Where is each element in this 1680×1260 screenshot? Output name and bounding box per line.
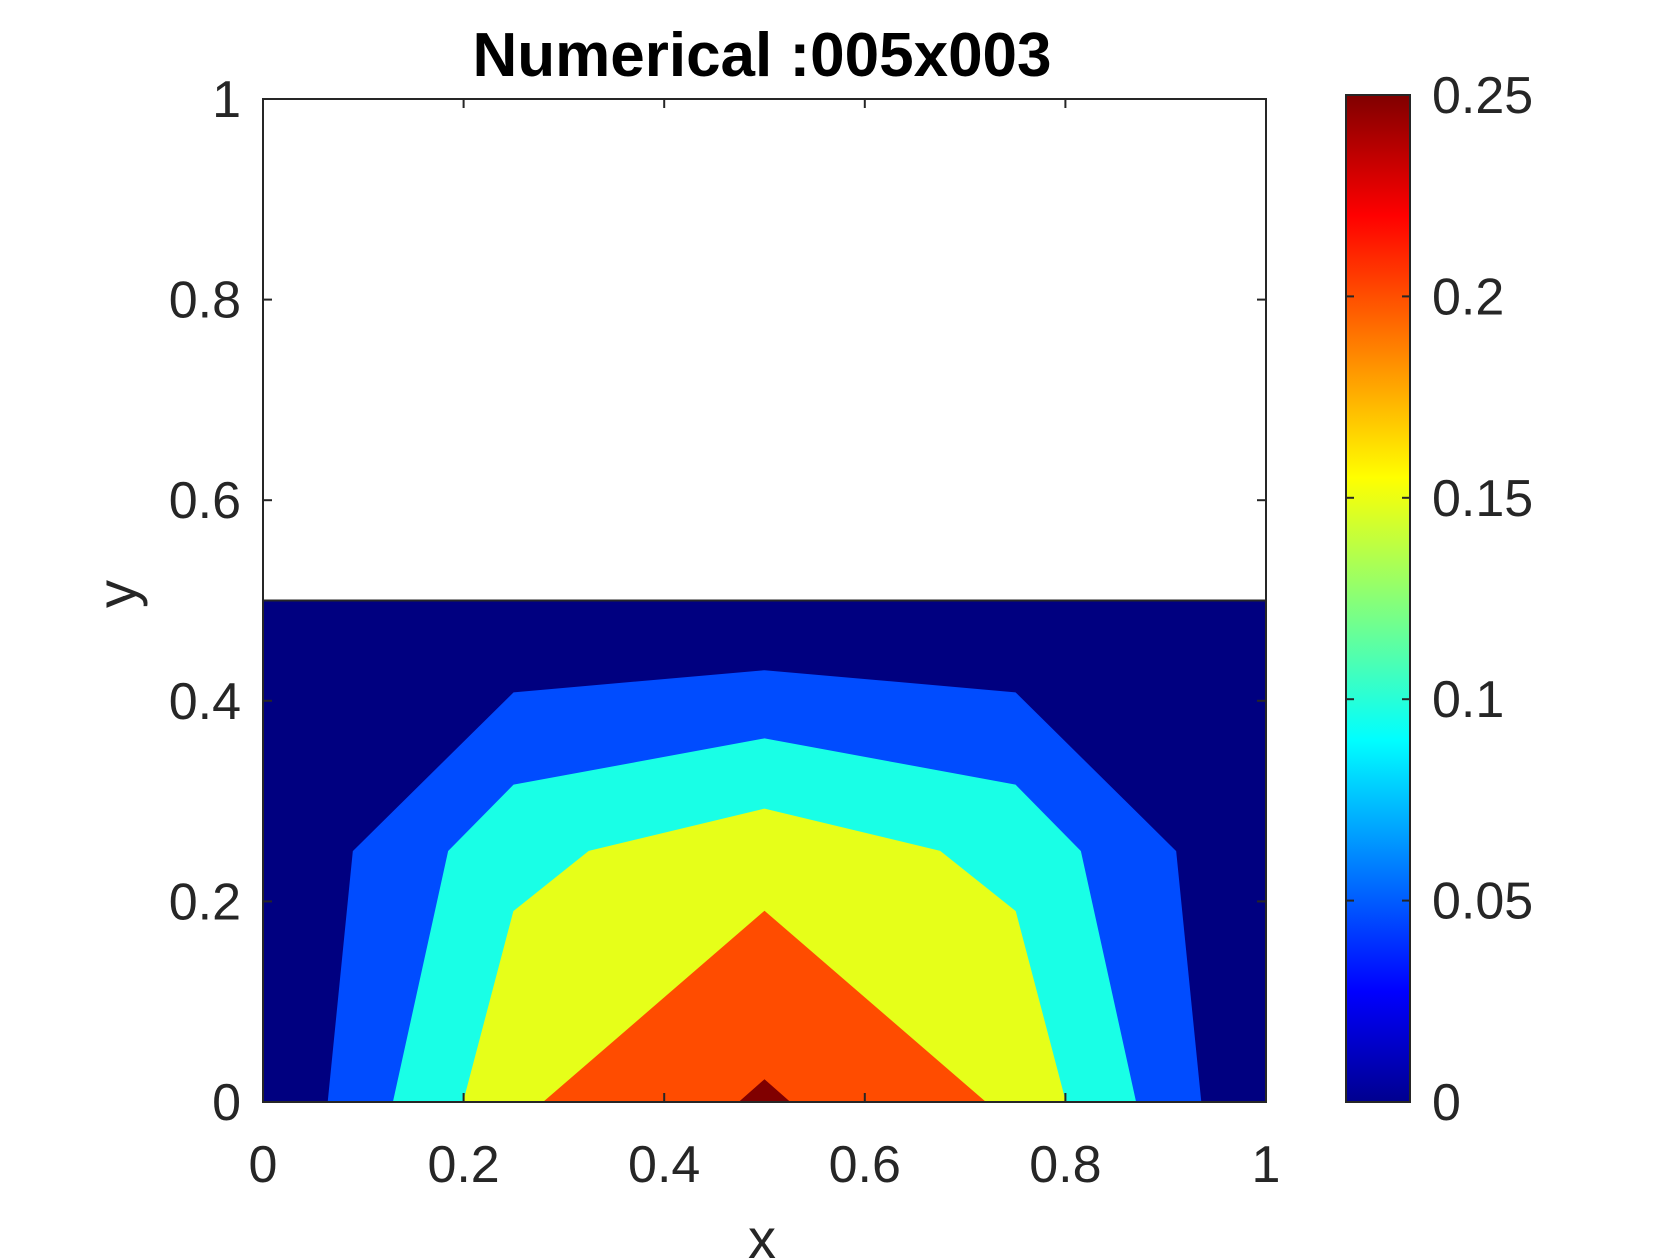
y-axis-ticks: 0 0.2 0.4 0.6 0.8 1 bbox=[169, 71, 1266, 1132]
colorbar-ticks: 0 0.05 0.1 0.15 0.2 0.25 bbox=[1346, 67, 1533, 1132]
x-tick-label: 1 bbox=[1252, 1136, 1281, 1194]
colorbar-tick-label: 0.2 bbox=[1432, 268, 1504, 326]
x-tick-label: 0.6 bbox=[829, 1136, 901, 1194]
x-tick-label: 0.8 bbox=[1029, 1136, 1101, 1194]
x-tick-label: 0.4 bbox=[628, 1136, 700, 1194]
colorbar-tick-label: 0.15 bbox=[1432, 470, 1533, 528]
y-tick-label: 0.2 bbox=[169, 873, 241, 931]
colorbar-tick-label: 0.05 bbox=[1432, 873, 1533, 931]
plot-frame bbox=[262, 98, 1267, 1103]
y-tick-label: 0 bbox=[212, 1074, 241, 1132]
y-axis-label: y bbox=[85, 580, 148, 608]
x-axis-label: x bbox=[748, 1207, 776, 1260]
y-tick-label: 0.8 bbox=[169, 272, 241, 330]
x-tick-label: 0.2 bbox=[427, 1136, 499, 1194]
colorbar bbox=[1345, 94, 1411, 1103]
colorbar-tick-label: 0.25 bbox=[1432, 67, 1533, 125]
chart-title: Numerical :005x003 bbox=[472, 21, 1051, 90]
y-tick-label: 1 bbox=[212, 71, 241, 129]
x-axis-ticks: 0 0.2 0.4 0.6 0.8 1 bbox=[249, 99, 1281, 1194]
plot-area bbox=[262, 99, 1267, 1103]
y-tick-label: 0.6 bbox=[169, 472, 241, 530]
colorbar-tick-label: 0 bbox=[1432, 1074, 1461, 1132]
x-tick-label: 0 bbox=[249, 1136, 278, 1194]
y-tick-label: 0.4 bbox=[169, 673, 241, 731]
colorbar-tick-label: 0.1 bbox=[1432, 671, 1504, 729]
